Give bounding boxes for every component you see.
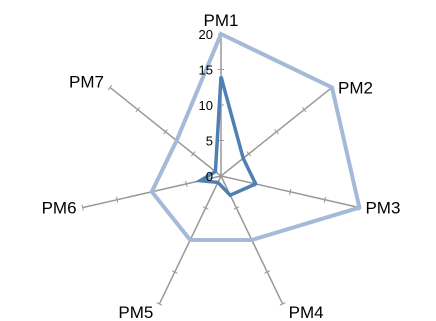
category-label-pm4: PM4 — [289, 303, 324, 321]
axis-tick-mark — [185, 180, 188, 187]
series-2-line — [194, 76, 258, 198]
axis-tick-mark — [135, 106, 140, 113]
axis-tick-mark — [302, 106, 307, 113]
axis-tick-mark — [190, 151, 196, 157]
axis-tick-mark — [202, 206, 209, 210]
tick-label: 5 — [206, 134, 213, 149]
category-label-pm2: PM2 — [338, 78, 373, 97]
axis-tick-mark — [264, 270, 271, 274]
tick-label: 15 — [199, 63, 213, 78]
category-labels: PM1 PM2 PM3 PM4 PM5 PM6 PM7 — [42, 11, 401, 321]
axis-tick-mark — [323, 196, 326, 203]
series-1-line — [149, 31, 362, 242]
axis-tick-mark — [289, 188, 292, 195]
category-label-pm3: PM3 — [365, 199, 400, 218]
axis-tick-mark — [246, 151, 252, 157]
axis-tick-mark — [156, 302, 163, 306]
radial-tick-labels: 0 5 10 15 20 — [199, 27, 213, 184]
axis-tick-mark — [163, 129, 168, 135]
category-label-pm1: PM1 — [204, 11, 239, 30]
axis-tick-mark — [274, 129, 279, 135]
axis-tick-mark — [171, 270, 178, 274]
category-label-pm7: PM7 — [69, 72, 104, 91]
axis-tick-mark — [81, 204, 84, 211]
tick-label: 20 — [199, 27, 213, 42]
radar-series — [149, 31, 362, 242]
axis-tick-mark — [107, 84, 113, 91]
axis-tick-mark — [116, 196, 119, 203]
category-label-pm6: PM6 — [42, 199, 77, 218]
category-label-pm5: PM5 — [118, 303, 153, 321]
axis-tick-mark — [233, 206, 240, 210]
tick-label: 0 — [206, 169, 213, 184]
tick-label: 10 — [199, 98, 213, 113]
radar-axes — [81, 33, 361, 306]
axis-tick-mark — [279, 302, 286, 306]
